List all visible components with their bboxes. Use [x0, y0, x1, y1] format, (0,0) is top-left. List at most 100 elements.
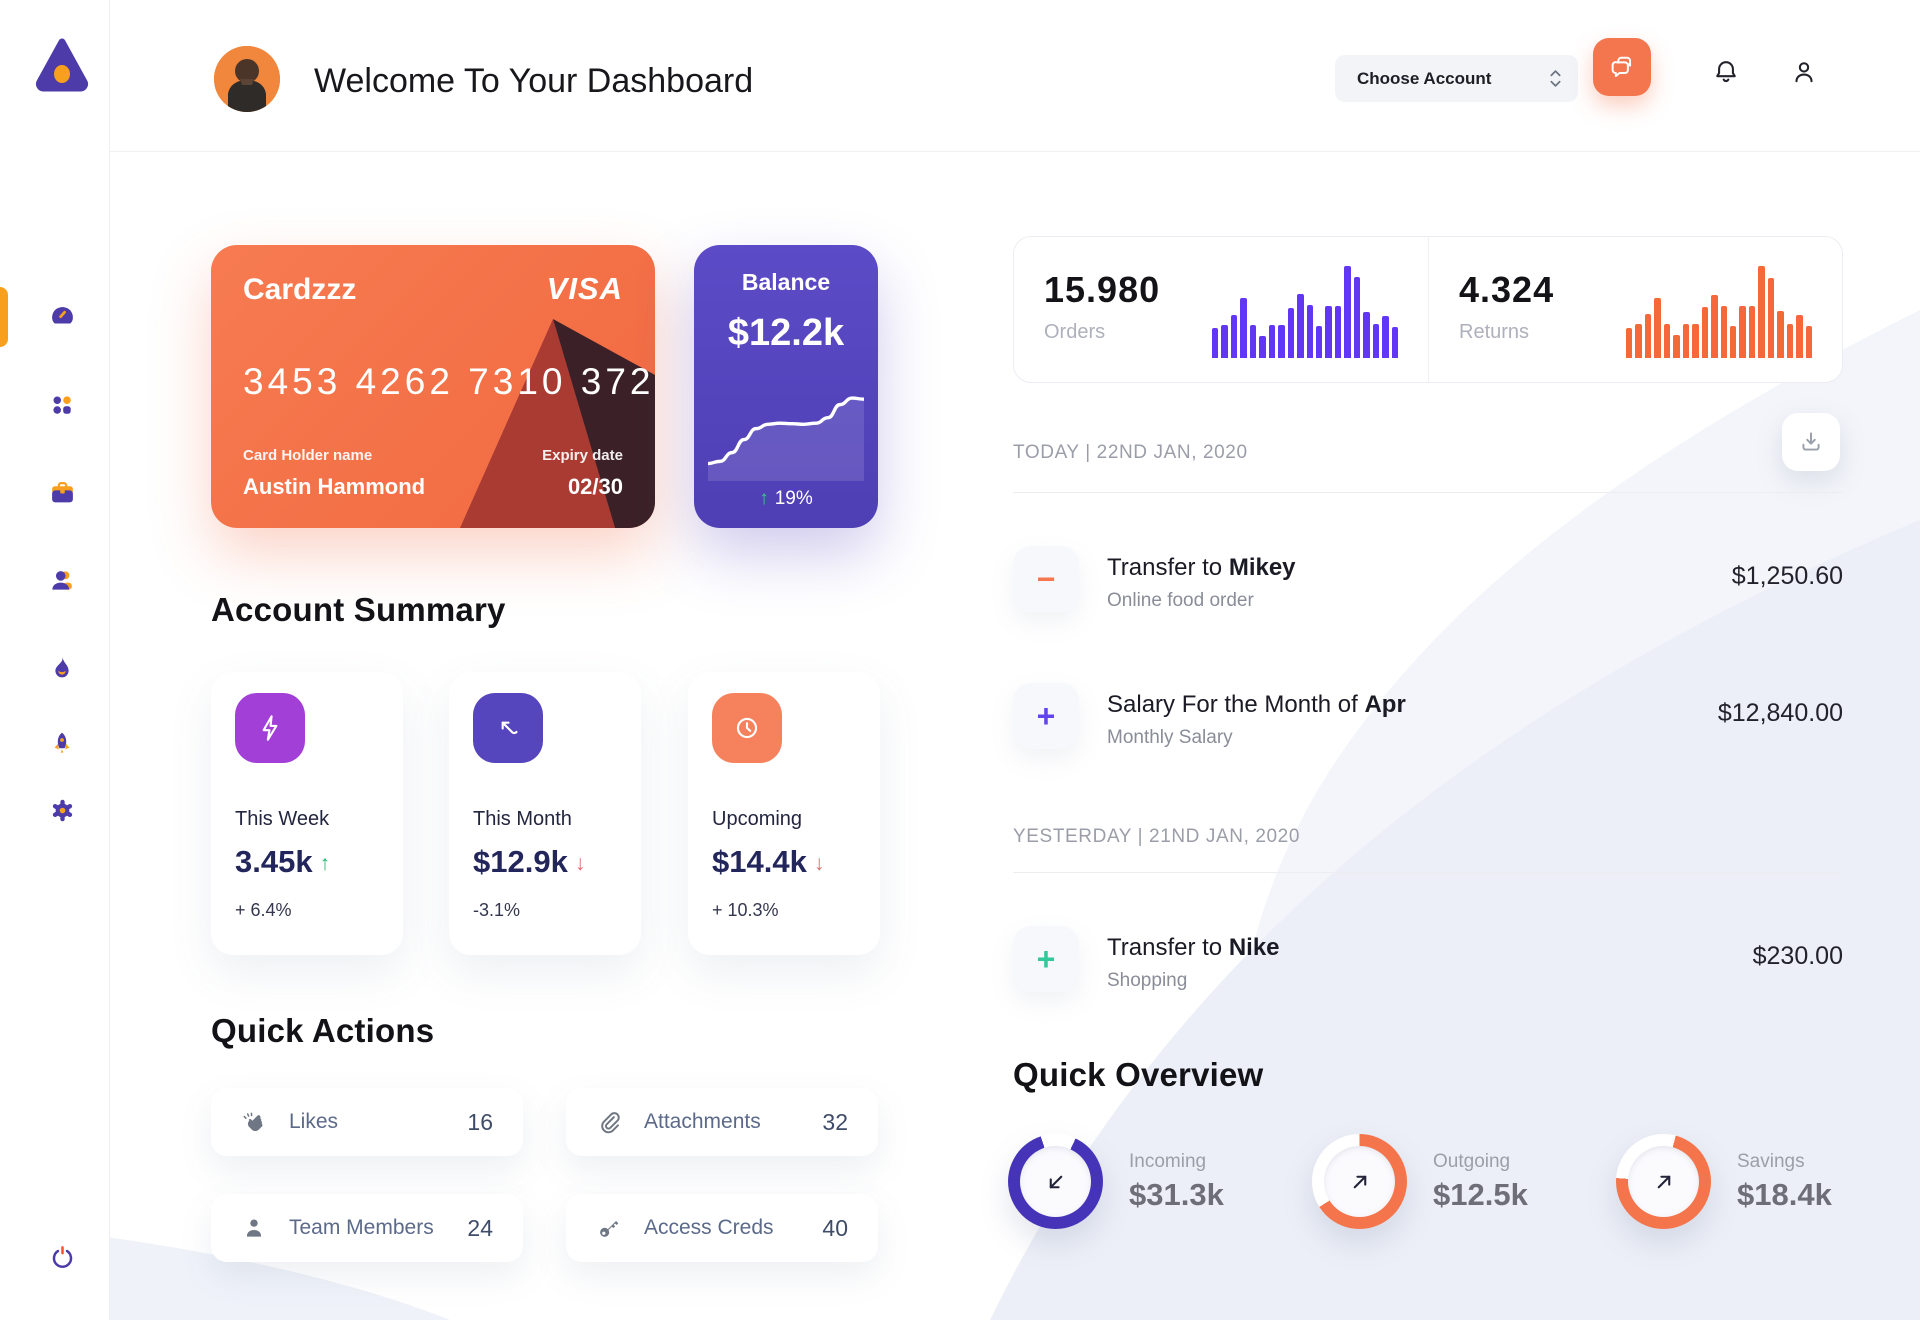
- messages-button[interactable]: [1593, 38, 1651, 96]
- summary-value: $12.9k ↓: [473, 844, 586, 879]
- grid-dots-icon: [53, 396, 71, 414]
- lightning-icon: [235, 693, 305, 763]
- ring-label: Savings: [1737, 1150, 1805, 1172]
- transactions-date-yesterday: YESTERDAY | 21ND JAN, 2020: [1013, 826, 1300, 847]
- sidebar-item-dashboard[interactable]: [38, 292, 86, 340]
- summary-card-this-week: This Week 3.45k ↑ + 6.4%: [211, 672, 403, 955]
- download-statement-button[interactable]: [1782, 413, 1840, 471]
- trend-down-icon: ↓: [813, 852, 825, 875]
- arrow-up-right-icon: [1657, 1175, 1670, 1188]
- trend-up-icon: ↑: [319, 852, 331, 875]
- card-holder-name: Austin Hammond: [243, 474, 426, 499]
- key-icon: [600, 1220, 619, 1237]
- incoming-ring-chart: [1008, 1134, 1103, 1229]
- logout-button[interactable]: [38, 1233, 86, 1281]
- card-holder-label: Card Holder name: [243, 447, 373, 464]
- orders-value: 15.980: [1044, 269, 1161, 310]
- quick-action-attachments[interactable]: Attachments 32: [566, 1088, 878, 1156]
- clap-icon: [243, 1112, 263, 1132]
- flame-icon: [55, 656, 69, 678]
- account-summary-title: Account Summary: [211, 591, 506, 628]
- overview-outgoing: Outgoing $12.5k: [1312, 1134, 1528, 1229]
- sidebar-item-contacts[interactable]: [38, 556, 86, 604]
- transaction-row-mikey[interactable]: − Transfer to Mikey Online food order $1…: [1013, 546, 1843, 612]
- quick-action-count: 16: [467, 1108, 493, 1135]
- quick-actions-title: Quick Actions: [211, 1012, 435, 1049]
- download-icon: [1802, 432, 1820, 451]
- speedometer-icon: [51, 306, 73, 323]
- sidebar-item-settings[interactable]: [38, 786, 86, 834]
- balance-label: Balance: [741, 269, 831, 295]
- transaction-title: Transfer to Nike: [1107, 934, 1280, 961]
- sidebar-item-launch[interactable]: [38, 719, 86, 767]
- credit-card: Cardzzz VISA 3453 4262 7310 3728 Card Ho…: [211, 245, 655, 528]
- account-select[interactable]: Choose Account: [1335, 55, 1578, 102]
- returns-label: Returns: [1459, 321, 1530, 343]
- divider: [1013, 492, 1843, 493]
- transaction-row-salary[interactable]: + Salary For the Month of Apr Monthly Sa…: [1013, 683, 1843, 749]
- sidebar: [0, 0, 110, 1320]
- card-pyramid-graphic: [460, 319, 655, 528]
- orders-bar-chart: [1212, 263, 1399, 358]
- card-number: 3453 4262 7310 3728: [243, 361, 655, 402]
- quick-action-access-creds[interactable]: Access Creds 40: [566, 1194, 878, 1262]
- arrow-up-right-icon: [1353, 1175, 1366, 1188]
- quick-action-count: 32: [822, 1108, 848, 1135]
- sidebar-item-apps[interactable]: [38, 381, 86, 429]
- ring-label: Outgoing: [1433, 1150, 1511, 1172]
- transaction-amount: $12,840.00: [1717, 699, 1843, 727]
- user-avatar[interactable]: [214, 46, 280, 112]
- savings-ring-chart: [1616, 1134, 1711, 1229]
- balance-sparkline: [708, 396, 864, 481]
- quick-action-label: Attachments: [644, 1110, 761, 1133]
- notifications-button[interactable]: [1704, 50, 1748, 94]
- trend-up-icon: ↑: [759, 488, 769, 509]
- balance-value: $12.2k: [727, 312, 845, 354]
- transaction-amount: $1,250.60: [1731, 562, 1843, 590]
- account-select-label: Choose Account: [1357, 68, 1492, 88]
- sidebar-item-trending[interactable]: [38, 643, 86, 691]
- transaction-title: Transfer to Mikey: [1107, 554, 1296, 581]
- quick-action-count: 24: [467, 1214, 493, 1241]
- returns-value: 4.324: [1459, 269, 1555, 310]
- sidebar-active-indicator: [0, 287, 8, 347]
- profile-button[interactable]: [1782, 50, 1826, 94]
- triangle-logo-icon: [36, 38, 88, 92]
- ring-value: $12.5k: [1433, 1176, 1528, 1212]
- member-icon: [246, 1219, 262, 1237]
- rocket-icon: [54, 732, 70, 753]
- summary-delta: + 10.3%: [712, 900, 779, 920]
- select-chevrons-icon: [1550, 70, 1561, 87]
- transaction-row-nike[interactable]: + Transfer to Nike Shopping $230.00: [1013, 926, 1843, 992]
- overview-incoming: Incoming $31.3k: [1008, 1134, 1224, 1229]
- transaction-amount: $230.00: [1752, 942, 1843, 970]
- ring-label: Incoming: [1129, 1150, 1207, 1172]
- ring-value: $31.3k: [1129, 1176, 1224, 1212]
- app-logo: [30, 32, 94, 96]
- person-icon: [1795, 62, 1813, 83]
- ring-value: $18.4k: [1737, 1176, 1832, 1212]
- transaction-subtitle: Online food order: [1107, 590, 1254, 611]
- trend-arrow-icon: [473, 693, 543, 763]
- visa-logo: VISA: [546, 271, 623, 306]
- summary-delta: -3.1%: [473, 900, 521, 920]
- summary-card-this-month: This Month $12.9k ↓ -3.1%: [449, 672, 641, 955]
- briefcase-icon: [51, 481, 73, 502]
- plus-icon: +: [1013, 926, 1079, 992]
- page-title: Welcome To Your Dashboard: [314, 62, 754, 100]
- outgoing-ring-chart: [1312, 1134, 1407, 1229]
- trend-down-icon: ↓: [574, 852, 586, 875]
- orders-stat: 15.980 Orders: [1014, 237, 1428, 382]
- quick-action-likes[interactable]: Likes 16: [211, 1088, 523, 1156]
- quick-action-team-members[interactable]: Team Members 24: [211, 1194, 523, 1262]
- balance-card: Balance $12.2k ↑ 19%: [694, 245, 878, 528]
- quick-overview-title: Quick Overview: [1013, 1056, 1264, 1093]
- bell-icon: [1716, 61, 1736, 83]
- sidebar-item-portfolio[interactable]: [38, 468, 86, 516]
- card-name: Cardzzz: [243, 273, 357, 306]
- summary-value: $14.4k ↓: [712, 844, 825, 879]
- users-icon: [51, 570, 72, 590]
- power-icon: [52, 1245, 72, 1268]
